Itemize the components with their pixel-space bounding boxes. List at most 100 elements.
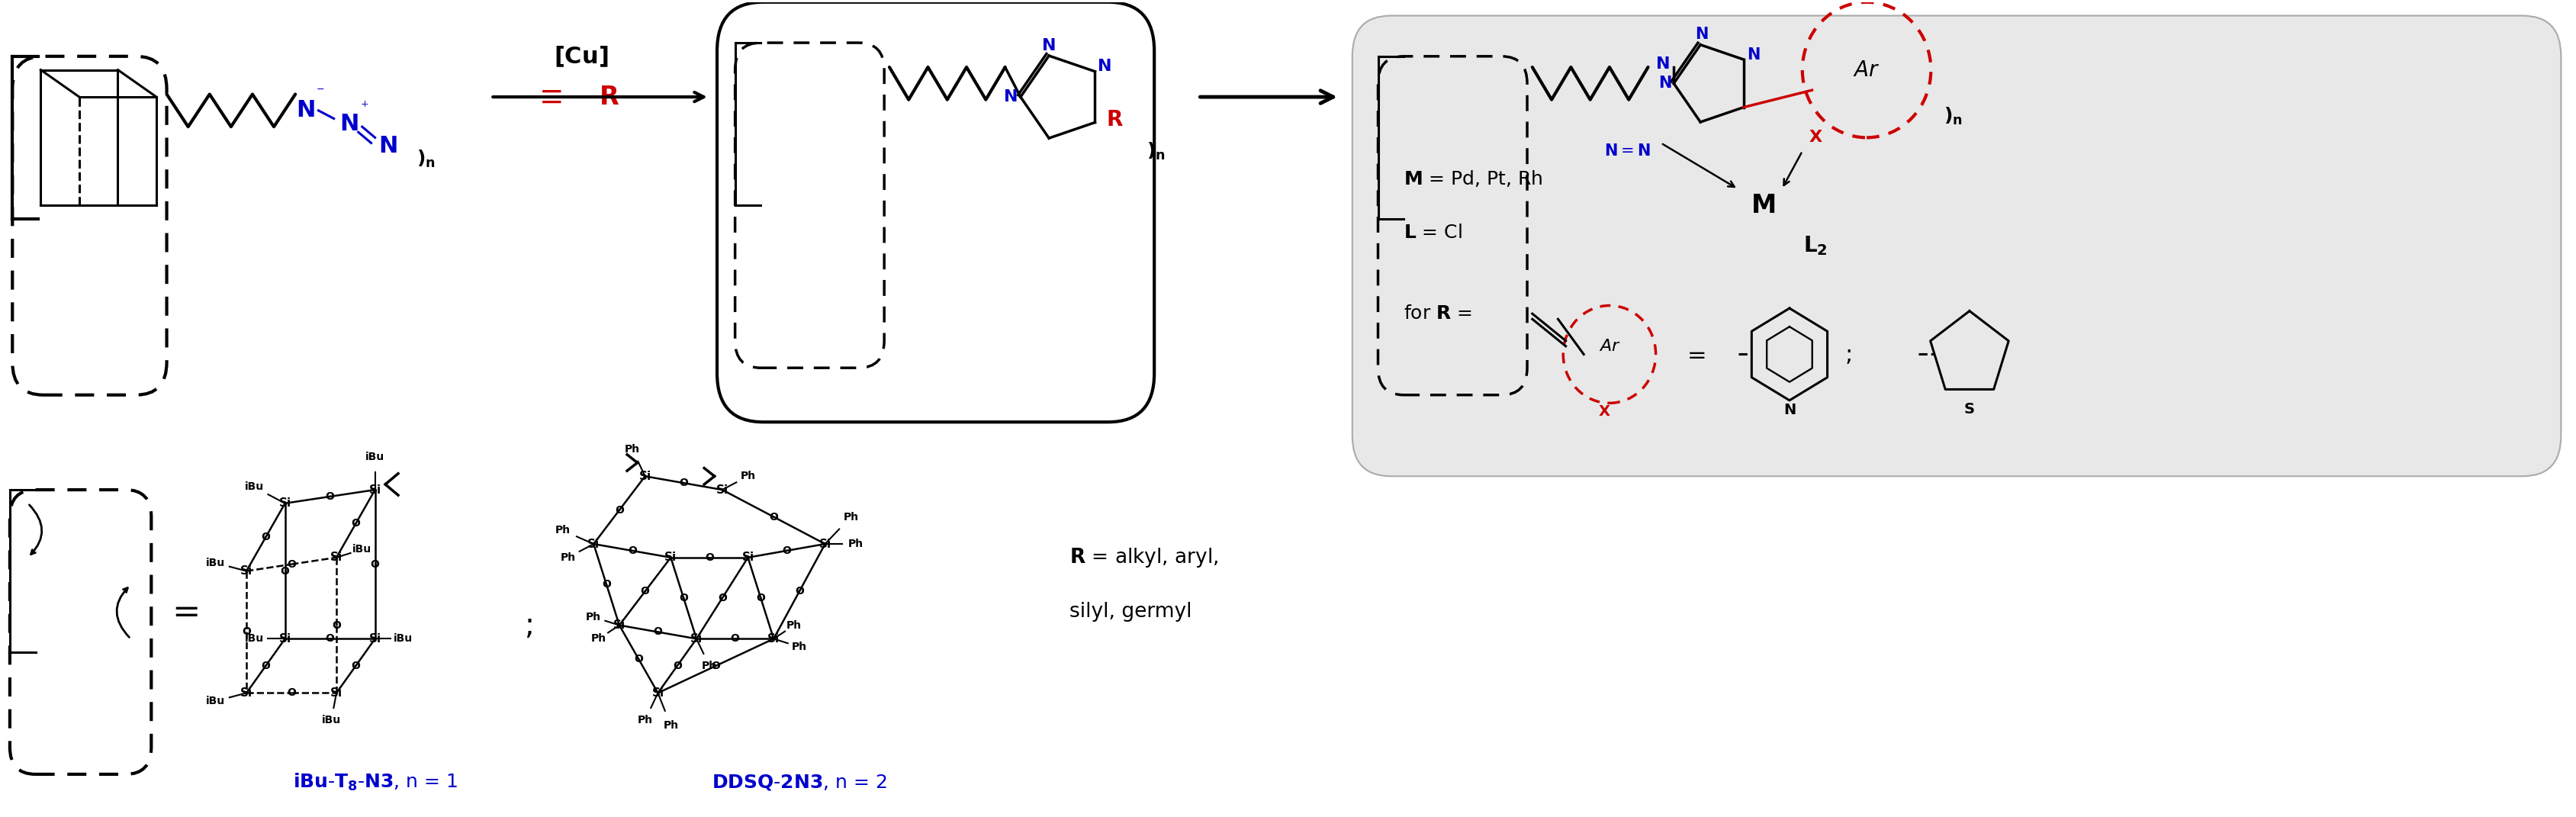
Text: Ph: Ph — [791, 641, 806, 652]
FancyBboxPatch shape — [716, 2, 1154, 422]
Text: $\mathbf{)_n}$: $\mathbf{)_n}$ — [1945, 105, 1963, 127]
Text: Si: Si — [716, 484, 729, 495]
Text: N: N — [1659, 76, 1672, 91]
Text: $\mathbf{)_n}$: $\mathbf{)_n}$ — [417, 149, 435, 170]
Text: $\mathbf{M}$ = Pd, Pt, Rh: $\mathbf{M}$ = Pd, Pt, Rh — [1404, 168, 1543, 188]
Text: Ph: Ph — [701, 660, 716, 672]
Text: Ph: Ph — [786, 620, 801, 631]
Text: O: O — [783, 546, 791, 556]
Text: X: X — [1808, 130, 1821, 145]
Text: L$_\mathbf{2}$: L$_\mathbf{2}$ — [1803, 234, 1826, 257]
Text: Si: Si — [652, 687, 665, 699]
Text: iBu: iBu — [322, 715, 340, 725]
Text: Si: Si — [330, 687, 343, 699]
Text: iBu: iBu — [206, 557, 224, 569]
Text: O: O — [654, 627, 662, 637]
Text: O: O — [325, 633, 335, 644]
Text: N: N — [1097, 59, 1113, 74]
Text: $^+$: $^+$ — [358, 100, 368, 114]
Text: N: N — [379, 135, 397, 157]
Text: $\mathbf{[Cu]}$: $\mathbf{[Cu]}$ — [554, 44, 608, 69]
Text: O: O — [281, 565, 289, 576]
Text: O: O — [371, 559, 379, 569]
Text: O: O — [332, 620, 340, 631]
Text: iBu: iBu — [366, 452, 384, 462]
Text: $\mathit{Ar}$: $\mathit{Ar}$ — [1600, 338, 1620, 354]
Text: $\mathit{Ar}$: $\mathit{Ar}$ — [1852, 59, 1880, 81]
Text: silyl, germyl: silyl, germyl — [1069, 602, 1193, 622]
Text: Si: Si — [278, 633, 291, 645]
FancyBboxPatch shape — [1352, 16, 2561, 476]
Text: O: O — [629, 546, 636, 556]
Text: $^-$: $^-$ — [314, 86, 325, 100]
Text: O: O — [603, 579, 611, 590]
Text: O: O — [680, 593, 688, 604]
Text: O: O — [770, 511, 778, 522]
Text: O: O — [672, 660, 683, 672]
Text: X: X — [1600, 404, 1610, 418]
Text: O: O — [634, 654, 644, 664]
Text: Ph: Ph — [739, 471, 755, 481]
Text: N: N — [1747, 47, 1759, 62]
Text: Si: Si — [768, 633, 781, 645]
Text: Si: Si — [587, 538, 600, 550]
Text: O: O — [260, 532, 270, 542]
Text: M: M — [1752, 193, 1777, 218]
Text: N$=$N: N$=$N — [1605, 144, 1651, 158]
Text: for $\mathbf{R}$ =: for $\mathbf{R}$ = — [1404, 305, 1473, 323]
Text: Ph: Ph — [636, 715, 652, 725]
Text: $=$: $=$ — [1682, 343, 1705, 365]
Text: Ph: Ph — [662, 720, 677, 731]
Text: Si: Si — [278, 498, 291, 509]
Text: iBu: iBu — [245, 482, 263, 493]
Text: O: O — [286, 559, 296, 569]
Text: Ph: Ph — [585, 612, 600, 623]
Text: $\equiv$: $\equiv$ — [533, 83, 562, 111]
Text: Ph: Ph — [848, 538, 863, 549]
Text: Si: Si — [819, 538, 832, 550]
Text: Si: Si — [742, 551, 755, 563]
Text: Ph: Ph — [842, 511, 858, 522]
Text: ;: ; — [1844, 343, 1852, 365]
Text: O: O — [350, 518, 361, 529]
Text: O: O — [680, 478, 688, 489]
Text: Si: Si — [240, 565, 252, 577]
Text: $\mathbf{iBu}$-$\mathbf{T_8}$-$\mathbf{N3}$, n = 1: $\mathbf{iBu}$-$\mathbf{T_8}$-$\mathbf{N… — [294, 772, 459, 792]
Text: Ph: Ph — [623, 444, 639, 454]
Text: $-$: $-$ — [580, 86, 598, 108]
Text: O: O — [286, 688, 296, 699]
Text: R: R — [600, 84, 618, 109]
Text: Si: Si — [368, 633, 381, 645]
Text: Ph: Ph — [554, 525, 569, 536]
Text: O: O — [732, 633, 739, 644]
Text: Si: Si — [665, 551, 677, 563]
Text: ;: ; — [526, 611, 533, 640]
Text: iBu: iBu — [245, 633, 263, 644]
Text: O: O — [757, 593, 765, 604]
Text: Si: Si — [240, 687, 252, 699]
Text: Ph: Ph — [590, 633, 605, 644]
Text: N: N — [1783, 403, 1795, 417]
Text: O: O — [325, 491, 335, 502]
Text: O: O — [719, 593, 726, 604]
Text: Ph: Ph — [559, 552, 574, 563]
Text: Si: Si — [613, 619, 626, 631]
Text: O: O — [711, 660, 721, 672]
Text: N: N — [1041, 38, 1056, 53]
Text: O: O — [641, 586, 649, 596]
Text: iBu: iBu — [394, 633, 412, 644]
Text: Si: Si — [639, 471, 652, 482]
Text: N: N — [340, 113, 358, 135]
Text: O: O — [616, 505, 623, 516]
Text: O: O — [260, 660, 270, 672]
Text: $\mathbf{)_n}$: $\mathbf{)_n}$ — [1146, 141, 1164, 162]
Text: R: R — [1108, 109, 1123, 131]
Text: iBu: iBu — [206, 696, 224, 707]
Text: $\mathbf{DDSQ}$-$\mathbf{2N3}$, n = 2: $\mathbf{DDSQ}$-$\mathbf{2N3}$, n = 2 — [711, 773, 886, 792]
Text: O: O — [796, 586, 804, 596]
Text: O: O — [706, 552, 714, 563]
Text: O: O — [242, 627, 250, 637]
Text: O: O — [350, 660, 361, 672]
Text: iBu: iBu — [353, 544, 371, 555]
Text: N: N — [1695, 27, 1708, 42]
